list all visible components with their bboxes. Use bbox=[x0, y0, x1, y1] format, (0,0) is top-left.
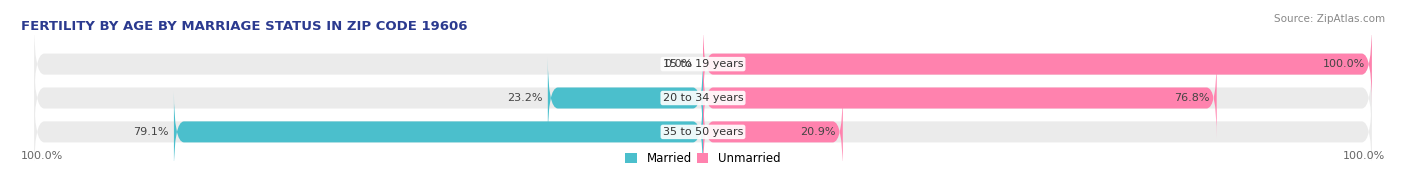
Text: Source: ZipAtlas.com: Source: ZipAtlas.com bbox=[1274, 14, 1385, 24]
Text: 100.0%: 100.0% bbox=[1343, 151, 1385, 161]
Text: FERTILITY BY AGE BY MARRIAGE STATUS IN ZIP CODE 19606: FERTILITY BY AGE BY MARRIAGE STATUS IN Z… bbox=[21, 20, 467, 33]
FancyBboxPatch shape bbox=[548, 58, 703, 138]
FancyBboxPatch shape bbox=[703, 24, 1372, 104]
FancyBboxPatch shape bbox=[703, 58, 1216, 138]
Text: 100.0%: 100.0% bbox=[21, 151, 63, 161]
Text: 15 to 19 years: 15 to 19 years bbox=[662, 59, 744, 69]
Text: 23.2%: 23.2% bbox=[508, 93, 543, 103]
Text: 0.0%: 0.0% bbox=[665, 59, 693, 69]
Text: 79.1%: 79.1% bbox=[134, 127, 169, 137]
FancyBboxPatch shape bbox=[703, 92, 842, 172]
FancyBboxPatch shape bbox=[174, 92, 703, 172]
Text: 76.8%: 76.8% bbox=[1174, 93, 1211, 103]
FancyBboxPatch shape bbox=[34, 92, 1372, 172]
FancyBboxPatch shape bbox=[34, 24, 1372, 104]
Text: 20.9%: 20.9% bbox=[800, 127, 837, 137]
Text: 20 to 34 years: 20 to 34 years bbox=[662, 93, 744, 103]
Text: 35 to 50 years: 35 to 50 years bbox=[662, 127, 744, 137]
Text: 100.0%: 100.0% bbox=[1323, 59, 1365, 69]
FancyBboxPatch shape bbox=[34, 58, 1372, 138]
Legend: Married, Unmarried: Married, Unmarried bbox=[626, 152, 780, 165]
